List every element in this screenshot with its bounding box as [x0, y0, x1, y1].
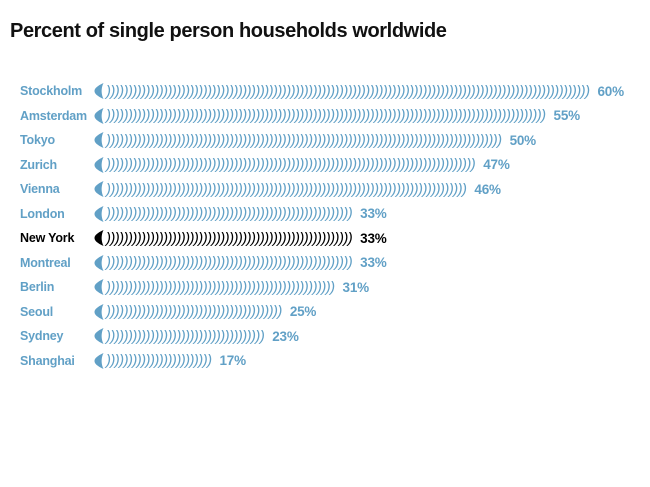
- bar-crescent-icon: [94, 156, 104, 173]
- bar-value: 31%: [342, 279, 370, 295]
- bar-value: 60%: [597, 83, 624, 99]
- bar-chart: Stockholm ))))))))))))))))))))))))))))))…: [0, 79, 650, 373]
- bar-label: Amsterdam: [20, 108, 87, 123]
- bar-label: Shanghai: [20, 353, 75, 368]
- bar-crescent-icon: [94, 132, 104, 149]
- chart-page: Percent of single person households worl…: [0, 20, 650, 487]
- bar-value: 25%: [289, 304, 317, 320]
- bar-strokes-icon: )))))))))))))))))))))))): [106, 352, 212, 370]
- bar-strokes-icon: ))))))))))))))))))))))))))))))))))))))))…: [106, 156, 476, 174]
- bar: )))))))))))))))))))))))))))))))))))))))): [94, 303, 282, 321]
- chart-row: Amsterdam ))))))))))))))))))))))))))))))…: [0, 104, 650, 129]
- chart-row: Shanghai )))))))))))))))))))))))) 17%: [0, 349, 650, 374]
- bar-crescent-icon: [94, 181, 104, 198]
- bar-value: 46%: [474, 181, 501, 197]
- bar-label: Zurich: [20, 157, 57, 172]
- bar-value: 17%: [219, 353, 246, 369]
- bar-crescent-icon: [94, 107, 104, 124]
- chart-row: Tokyo ))))))))))))))))))))))))))))))))))…: [0, 128, 650, 153]
- chart-row: Stockholm ))))))))))))))))))))))))))))))…: [0, 79, 650, 104]
- bar-crescent-icon: [94, 328, 104, 345]
- bar-crescent-icon: [94, 352, 104, 369]
- bar-strokes-icon: ))))))))))))))))))))))))))))))))))))))))…: [106, 254, 353, 272]
- bar: ))))))))))))))))))))))))))))))))))))))))…: [94, 180, 467, 198]
- bar-crescent-icon: [94, 303, 104, 320]
- bar: ))))))))))))))))))))))))))))))))))))))))…: [94, 107, 546, 125]
- bar-label: New York: [20, 231, 75, 246]
- bar: )))))))))))))))))))))))): [94, 352, 212, 370]
- bar-value: 33%: [360, 230, 387, 246]
- bar-label: Sydney: [20, 329, 64, 344]
- chart-row: Zurich )))))))))))))))))))))))))))))))))…: [0, 153, 650, 178]
- bar-label: Seoul: [20, 304, 54, 319]
- chart-title: Percent of single person households worl…: [10, 20, 447, 42]
- bar-strokes-icon: ))))))))))))))))))))))))))))))))))))))))…: [106, 278, 335, 296]
- bar-strokes-icon: )))))))))))))))))))))))))))))))))))))))): [106, 303, 282, 321]
- bar-strokes-icon: )))))))))))))))))))))))))))))))))))): [106, 327, 265, 345]
- bar-crescent-icon: [94, 230, 104, 247]
- bar-strokes-icon: ))))))))))))))))))))))))))))))))))))))))…: [106, 131, 502, 149]
- bar-value: 50%: [509, 132, 537, 148]
- chart-row: Sydney )))))))))))))))))))))))))))))))))…: [0, 324, 650, 349]
- bar-strokes-icon: ))))))))))))))))))))))))))))))))))))))))…: [106, 229, 353, 247]
- bar-strokes-icon: ))))))))))))))))))))))))))))))))))))))))…: [106, 82, 590, 100]
- bar-value: 55%: [553, 108, 581, 124]
- bar: ))))))))))))))))))))))))))))))))))))))))…: [94, 278, 335, 296]
- bar: ))))))))))))))))))))))))))))))))))))))))…: [94, 82, 590, 100]
- chart-row: London )))))))))))))))))))))))))))))))))…: [0, 202, 650, 227]
- bar-crescent-icon: [94, 205, 104, 222]
- chart-row: Berlin )))))))))))))))))))))))))))))))))…: [0, 275, 650, 300]
- bar-label: Tokyo: [20, 133, 55, 148]
- bar-strokes-icon: ))))))))))))))))))))))))))))))))))))))))…: [106, 180, 467, 198]
- bar-strokes-icon: ))))))))))))))))))))))))))))))))))))))))…: [106, 107, 546, 125]
- bar-strokes-icon: ))))))))))))))))))))))))))))))))))))))))…: [106, 205, 353, 223]
- bar: ))))))))))))))))))))))))))))))))))))))))…: [94, 156, 476, 174]
- bar-crescent-icon: [94, 254, 104, 271]
- bar-label: Stockholm: [20, 84, 83, 99]
- bar: ))))))))))))))))))))))))))))))))))))))))…: [94, 254, 353, 272]
- bar-crescent-icon: [94, 83, 104, 100]
- bar-label: Montreal: [20, 255, 71, 270]
- bar-value: 47%: [483, 157, 510, 173]
- bar-label: Berlin: [20, 280, 55, 295]
- chart-row: New York )))))))))))))))))))))))))))))))…: [0, 226, 650, 251]
- chart-row: Seoul ))))))))))))))))))))))))))))))))))…: [0, 300, 650, 325]
- bar: ))))))))))))))))))))))))))))))))))))))))…: [94, 205, 353, 223]
- bar: ))))))))))))))))))))))))))))))))))))))))…: [94, 229, 353, 247]
- bar: )))))))))))))))))))))))))))))))))))): [94, 327, 265, 345]
- bar-value: 23%: [272, 328, 299, 344]
- bar-label: London: [20, 206, 65, 221]
- bar-crescent-icon: [94, 279, 104, 296]
- chart-row: Vienna )))))))))))))))))))))))))))))))))…: [0, 177, 650, 202]
- bar: ))))))))))))))))))))))))))))))))))))))))…: [94, 131, 502, 149]
- bar-value: 33%: [360, 206, 387, 222]
- bar-value: 33%: [360, 255, 387, 271]
- chart-row: Montreal )))))))))))))))))))))))))))))))…: [0, 251, 650, 276]
- bar-label: Vienna: [20, 182, 60, 197]
